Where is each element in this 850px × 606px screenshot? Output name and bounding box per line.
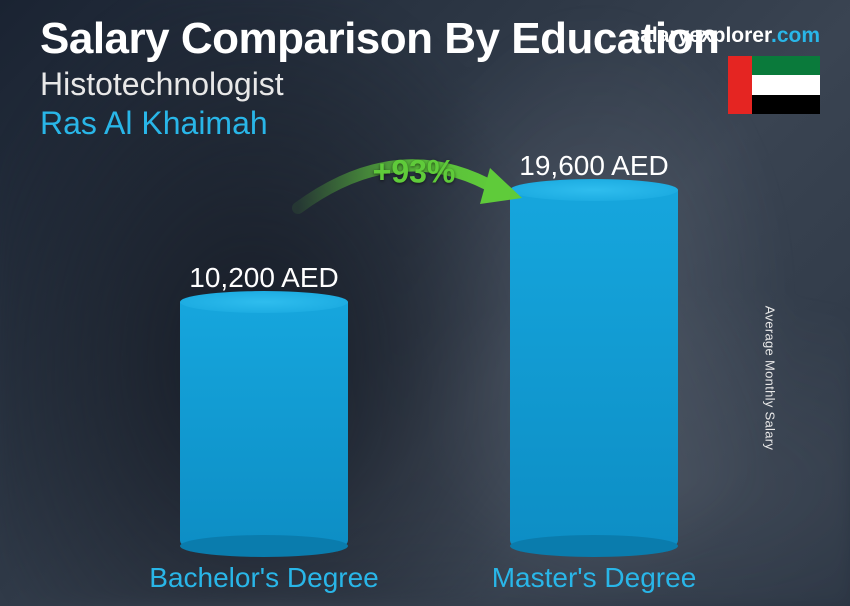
flag-fly <box>752 56 820 114</box>
bar-body-0 <box>180 302 348 546</box>
bar-body-1 <box>510 190 678 546</box>
bar-value-1: 19,600 AED <box>519 150 668 182</box>
location-label: Ras Al Khaimah <box>40 105 810 142</box>
flag-stripe-1 <box>752 56 820 75</box>
bar-value-0: 10,200 AED <box>189 262 338 294</box>
flag-stripe-2 <box>752 75 820 94</box>
uae-flag-icon <box>728 56 820 114</box>
growth-text: +93% <box>373 154 456 191</box>
bar-1: 19,600 AEDMaster's Degree <box>510 150 678 546</box>
flag-stripe-3 <box>752 95 820 114</box>
bar-label-1: Master's Degree <box>492 562 697 594</box>
brand-accent: .com <box>771 24 820 47</box>
brand-text-1: salary <box>629 24 690 47</box>
job-subtitle: Histotechnologist <box>40 66 810 103</box>
flag-hoist <box>728 56 752 114</box>
chart-area: Average Monthly Salary 10,200 AEDBachelo… <box>0 150 850 606</box>
brand-logo: salaryexplorer.com <box>629 24 820 48</box>
brand-text-2: explorer <box>689 24 771 47</box>
bar-0: 10,200 AEDBachelor's Degree <box>180 262 348 546</box>
y-axis-label: Average Monthly Salary <box>762 306 777 450</box>
bar-label-0: Bachelor's Degree <box>149 562 378 594</box>
